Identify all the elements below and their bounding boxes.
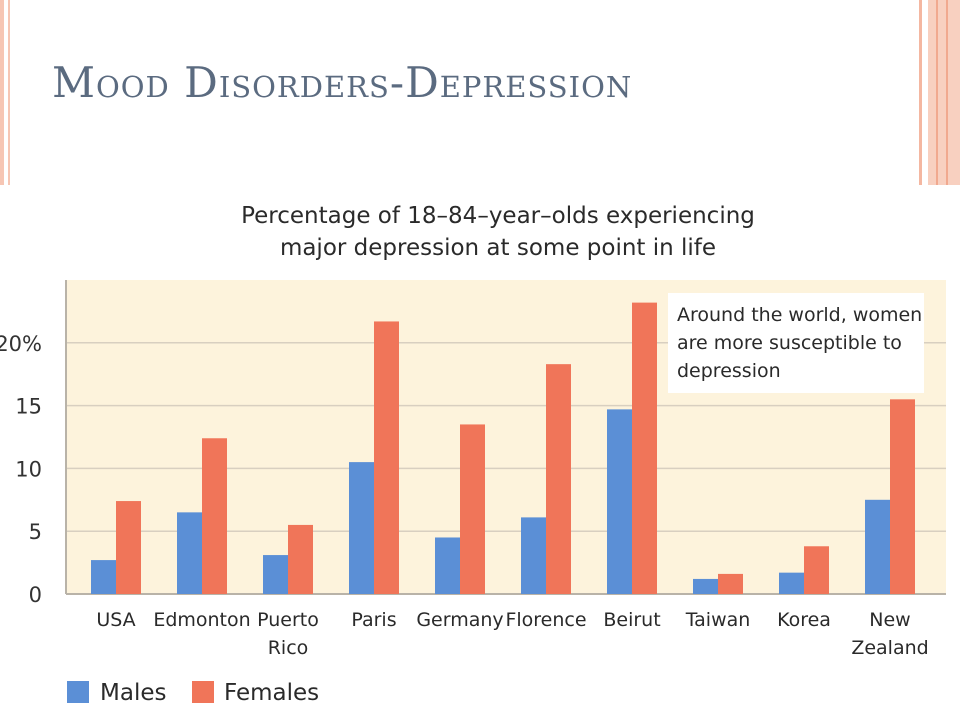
bar-females <box>632 302 657 594</box>
x-tick-label: Paris <box>351 609 396 631</box>
decorative-stripe-left <box>0 0 4 185</box>
depression-bar-chart: Percentage of 18–84–year–olds experienci… <box>0 203 946 706</box>
y-tick-label: 20% <box>0 332 42 356</box>
x-tick-label: USA <box>96 609 135 631</box>
y-tick-label: 5 <box>29 520 42 544</box>
bar-males <box>865 499 890 594</box>
bar-males <box>693 578 718 594</box>
y-tick-label: 0 <box>29 583 42 607</box>
x-tick-label: Germany <box>416 609 503 631</box>
legend-swatch <box>67 681 89 703</box>
bar-males <box>177 512 202 594</box>
annotation-text-line: are more susceptible to <box>677 332 902 354</box>
bar-males <box>521 517 546 594</box>
legend-label: Females <box>224 680 319 706</box>
decorative-stripe-left-thin <box>8 0 10 185</box>
bar-males <box>91 560 116 594</box>
annotation-box <box>668 293 924 393</box>
annotation-text-line: depression <box>677 360 781 382</box>
x-tick-label: Florence <box>505 609 586 631</box>
x-tick-label: Beirut <box>603 609 660 631</box>
decorative-stripe-right-line-2 <box>946 0 948 185</box>
chart-title-line: Percentage of 18–84–year–olds experienci… <box>241 203 755 229</box>
bar-females <box>116 501 141 594</box>
x-tick-label: Taiwan <box>685 609 751 631</box>
chart-title-line: major depression at some point in life <box>280 235 716 261</box>
bar-females <box>374 321 399 594</box>
bar-females <box>890 399 915 594</box>
bar-males <box>779 572 804 594</box>
bar-females <box>546 364 571 594</box>
annotation-text-line: Around the world, women <box>677 304 922 326</box>
bar-females <box>202 438 227 594</box>
y-tick-label: 15 <box>15 395 42 419</box>
bar-females <box>718 573 743 594</box>
x-tick-label: Zealand <box>851 637 928 659</box>
bar-males <box>607 409 632 594</box>
bar-females <box>288 524 313 594</box>
bar-females <box>460 424 485 594</box>
slide-title: Mood Disorders-Depression <box>52 58 633 107</box>
y-tick-label: 10 <box>15 457 42 481</box>
x-tick-label: Puerto <box>257 609 319 631</box>
decorative-stripe-right-line <box>936 0 938 185</box>
x-tick-label: Edmonton <box>153 609 250 631</box>
x-tick-label: Rico <box>268 637 309 659</box>
x-tick-label: New <box>869 609 910 631</box>
bar-males <box>435 537 460 594</box>
decorative-stripe-right <box>919 0 922 185</box>
legend-swatch <box>192 681 214 703</box>
legend-label: Males <box>100 680 166 706</box>
decorative-stripe-right-wide <box>928 0 960 185</box>
bar-females <box>804 546 829 594</box>
x-tick-label: Korea <box>777 609 831 631</box>
bar-males <box>263 555 288 594</box>
bar-males <box>349 462 374 594</box>
